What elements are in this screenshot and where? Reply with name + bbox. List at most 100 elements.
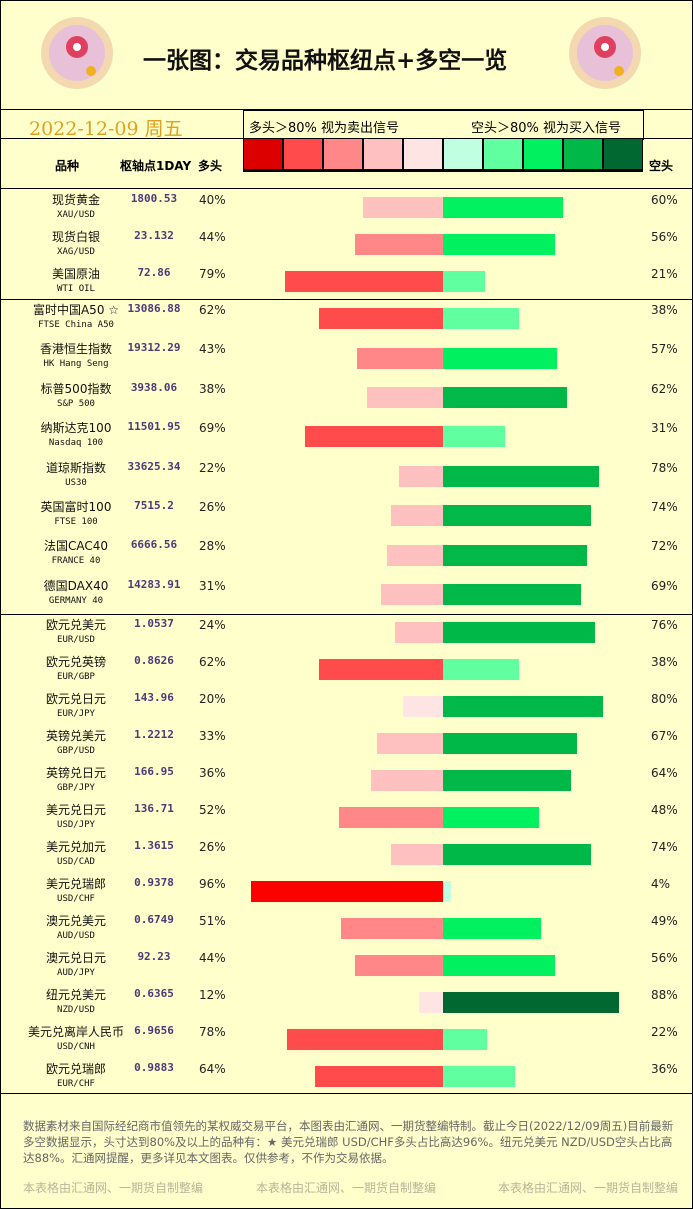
long-percent: 52% — [199, 803, 226, 817]
watermark: 本表格由汇通网、一期货自制整编 — [498, 1181, 679, 1195]
instrument-name: 欧元兑美元 EUR/USD — [21, 616, 131, 645]
instrument-name: 美元兑日元 USD/JPY — [21, 801, 131, 830]
long-percent: 44% — [199, 951, 226, 965]
instrument-name: 欧元兑英镑 EUR/GBP — [21, 653, 131, 682]
short-bar — [443, 622, 595, 643]
footer-note: 数据素材来自国际经纪商市值领先的某权威交易平台，本图表由汇通网、一期货整编特制。… — [23, 1119, 674, 1165]
instrument-name: 美国原油 WTI OIL — [21, 265, 131, 294]
instrument-code: XAG/USD — [57, 247, 95, 257]
long-bar — [341, 918, 443, 939]
date-label: 2022-12-09 周五 — [29, 118, 183, 140]
instrument-name: 现货白银 XAG/USD — [21, 228, 131, 257]
instrument-name: 道琼斯指数 US30 — [21, 459, 131, 488]
pivot-value: 166.95 — [134, 765, 174, 778]
long-percent: 96% — [199, 877, 226, 891]
pivot-value: 11501.95 — [127, 420, 181, 434]
legend-swatch — [603, 138, 643, 170]
instrument-name: 欧元兑日元 EUR/JPY — [21, 690, 131, 719]
long-bar — [285, 271, 443, 292]
pivot-value: 72.86 — [137, 266, 171, 279]
pivot-value: 33625.34 — [127, 459, 181, 473]
long-bar — [367, 386, 443, 408]
instrument-code: FRANCE 40 — [51, 556, 101, 567]
instrument-code: USD/CHF — [57, 894, 95, 904]
pivot-value: 3938.06 — [130, 380, 178, 394]
long-bar — [395, 622, 443, 643]
short-bar — [443, 881, 451, 902]
short-bar — [443, 992, 619, 1013]
long-percent: 26% — [199, 840, 226, 854]
long-percent: 40% — [199, 193, 226, 207]
instrument-name: 美元兑离岸人民币 USD/CNH — [21, 1023, 131, 1052]
logo-icon — [41, 17, 113, 89]
instrument-name: 美元兑加元 USD/CAD — [21, 838, 131, 867]
short-percent: 49% — [651, 914, 678, 928]
instrument-name: 纽元兑美元 NZD/USD — [21, 986, 131, 1015]
short-percent: 62% — [651, 381, 678, 396]
short-bar — [443, 844, 591, 865]
legend-swatch — [403, 138, 443, 170]
long-percent: 43% — [199, 342, 226, 357]
long-percent: 24% — [199, 618, 226, 632]
short-percent: 74% — [651, 840, 678, 854]
instrument-code: GBP/USD — [57, 746, 95, 756]
short-bar — [443, 505, 591, 527]
long-bar — [377, 733, 443, 754]
pivot-value: 1800.53 — [130, 192, 178, 205]
instrument-name: 富时中国A50 ☆ FTSE China A50 — [21, 301, 131, 330]
short-percent: 69% — [651, 578, 678, 593]
legend-box: 多头＞80% 视为卖出信号 空头＞80% 视为买入信号 — [243, 110, 644, 140]
long-percent: 51% — [199, 914, 226, 928]
short-percent: 56% — [651, 951, 678, 965]
short-percent: 57% — [651, 342, 678, 357]
long-bar — [381, 583, 443, 605]
short-bar — [443, 308, 519, 330]
watermark: 本表格由汇通网、一期货自制整编 — [256, 1181, 437, 1195]
short-bar — [443, 426, 505, 448]
instrument-code: GBP/JPY — [57, 783, 95, 793]
long-bar — [357, 347, 443, 369]
legend-right: 空头＞80% 视为买入信号 — [471, 121, 622, 136]
short-bar — [443, 659, 519, 680]
instrument-code: AUD/USD — [57, 931, 95, 941]
pivot-value: 19312.29 — [127, 341, 181, 355]
legend-swatch — [363, 138, 403, 170]
watermark: 本表格由汇通网、一期货自制整编 — [23, 1181, 204, 1195]
pivot-value: 0.8626 — [134, 654, 174, 667]
short-percent: 74% — [651, 500, 678, 514]
legend-swatch — [283, 138, 323, 170]
instrument-code: Nasdaq 100 — [48, 438, 104, 449]
instrument-name: 法国CAC40 FRANCE 40 — [21, 537, 131, 566]
short-bar — [443, 197, 563, 218]
short-percent: 64% — [651, 766, 678, 780]
instrument-name: 纳斯达克100 Nasdaq 100 — [21, 419, 131, 448]
long-percent: 12% — [199, 988, 226, 1002]
long-bar — [363, 197, 443, 218]
short-bar — [443, 544, 587, 566]
instrument-code: FTSE 100 — [54, 517, 98, 527]
instrument-name: 欧元兑瑞郎 EUR/CHF — [21, 1060, 131, 1089]
instrument-code: NZD/USD — [57, 1005, 95, 1015]
long-percent: 78% — [199, 1025, 226, 1039]
pivot-value: 1.3615 — [134, 839, 174, 852]
instrument-name: 德国DAX40 GERMANY 40 — [21, 577, 131, 606]
instrument-name: 美元兑瑞郎 USD/CHF — [21, 875, 131, 904]
short-bar — [443, 271, 485, 292]
legend-swatch — [563, 138, 603, 170]
short-percent: 78% — [651, 460, 678, 475]
instrument-code: HK Hang Seng — [43, 359, 109, 370]
long-percent: 64% — [199, 1062, 226, 1076]
long-bar — [391, 505, 443, 527]
pivot-value: 0.6365 — [134, 987, 174, 1000]
short-percent: 22% — [651, 1025, 678, 1039]
short-percent: 60% — [651, 193, 678, 207]
long-bar — [391, 844, 443, 865]
pivot-value: 1.0537 — [134, 617, 174, 630]
short-bar — [443, 1066, 515, 1087]
color-scale — [243, 138, 643, 172]
short-bar — [443, 807, 539, 828]
pivot-value: 92.23 — [137, 950, 171, 963]
pivot-value: 6.9656 — [134, 1024, 174, 1037]
legend-swatch — [443, 138, 483, 170]
instrument-code: USD/JPY — [57, 820, 95, 830]
